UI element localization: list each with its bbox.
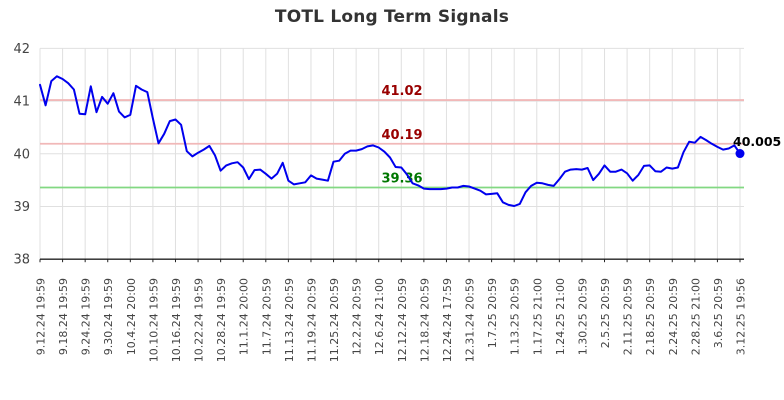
last-point-dot [735, 149, 745, 159]
x-tick-label: 12.31.24 20:59 [464, 278, 477, 362]
x-tick-label: 3.6.25 20:59 [712, 278, 725, 348]
y-tick-label: 39 [13, 200, 30, 215]
x-tick-label: 1.24.25 21:00 [554, 278, 567, 355]
x-tick-label: 11.25.24 20:59 [328, 278, 341, 362]
x-tick-label: 9.24.24 19:59 [80, 278, 93, 355]
price-line [39, 75, 741, 207]
y-tick-label: 41 [13, 95, 30, 110]
x-tick-label: 3.12.25 19:56 [735, 278, 748, 355]
x-tick-label: 11.1.24 20:00 [238, 278, 251, 355]
y-tick-label: 42 [13, 42, 30, 57]
x-tick-label: 10.4.24 20:00 [125, 278, 138, 355]
x-tick-label: 12.12.24 20:59 [396, 278, 409, 362]
x-tick-label: 11.7.24 20:59 [260, 278, 273, 355]
x-tick-label: 2.5.25 20:59 [599, 278, 612, 348]
y-tick-label: 40 [13, 147, 30, 162]
x-tick-label: 10.28.24 19:59 [215, 278, 228, 362]
threshold-label: 40.19 [381, 128, 422, 143]
x-tick-label: 11.13.24 20:59 [283, 278, 296, 362]
x-tick-label: 10.22.24 19:59 [193, 278, 206, 362]
x-tick-label: 12.18.24 20:59 [418, 278, 431, 362]
x-tick-label: 1.7.25 20:59 [486, 278, 499, 348]
x-tick-label: 11.19.24 20:59 [305, 278, 318, 362]
x-tick-label: 12.24.24 17:59 [441, 278, 454, 362]
last-point-label: 40.005 [733, 134, 781, 149]
x-tick-label: 2.18.25 20:59 [644, 278, 657, 355]
threshold-label: 41.02 [381, 84, 422, 99]
x-tick-label: 2.28.25 21:00 [689, 278, 702, 355]
x-tick-label: 2.24.25 20:59 [667, 278, 680, 355]
x-tick-label: 1.17.25 21:00 [531, 278, 544, 355]
y-tick-label: 38 [13, 253, 30, 268]
x-tick-label: 12.6.24 21:00 [373, 278, 386, 355]
x-tick-label: 12.2.24 20:59 [351, 278, 364, 355]
x-tick-label: 1.30.25 20:59 [576, 278, 589, 355]
x-tick-label: 10.16.24 19:59 [170, 278, 183, 362]
x-tick-label: 1.13.25 20:59 [509, 278, 522, 355]
x-tick-label: 2.11.25 20:59 [622, 278, 635, 355]
x-tick-label: 9.18.24 19:59 [57, 278, 70, 355]
x-tick-label: 9.30.24 19:59 [102, 278, 115, 355]
x-tick-label: 9.12.24 19:59 [35, 278, 48, 355]
chart-title: TOTL Long Term Signals [274, 7, 510, 27]
x-tick-label: 10.10.24 19:59 [147, 278, 160, 362]
